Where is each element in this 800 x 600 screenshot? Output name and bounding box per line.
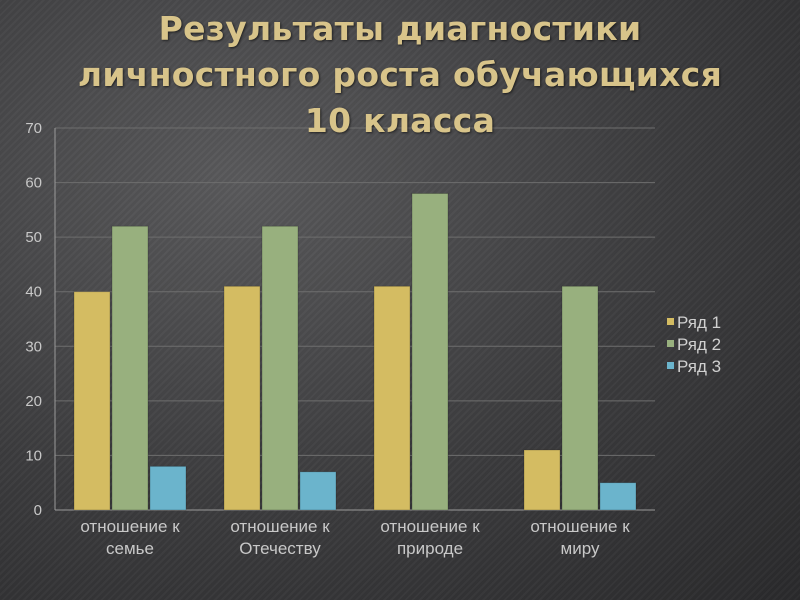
bar-series-3 — [299, 471, 337, 511]
x-category-label: природе — [397, 539, 463, 558]
bar-series-2 — [261, 225, 299, 511]
x-category-label: Отечеству — [239, 539, 321, 558]
x-category-label: отношение к — [380, 517, 480, 536]
y-axis-tick-labels: 0 10 20 30 40 50 60 70 — [25, 120, 42, 519]
bar-series-1 — [223, 285, 261, 511]
x-category-label: отношение к — [230, 517, 330, 536]
bar-series-1 — [73, 291, 111, 511]
x-category-label: отношение к — [530, 517, 630, 536]
y-tick-label: 20 — [25, 393, 42, 410]
slide-title: Результаты диагностики личностного роста… — [0, 6, 800, 144]
bar-series-3 — [599, 482, 637, 511]
bars — [73, 193, 637, 511]
legend-label: Ряд 1 — [677, 313, 721, 332]
x-category-label: миру — [561, 539, 600, 558]
bar-series-1 — [523, 449, 561, 511]
bar-series-2 — [411, 193, 449, 511]
y-tick-label: 10 — [25, 447, 42, 464]
y-tick-label: 70 — [25, 120, 42, 137]
y-tick-label: 0 — [34, 502, 42, 519]
slide-title-line-3: 10 класса — [304, 101, 496, 140]
legend-label: Ряд 2 — [677, 335, 721, 354]
legend-swatch — [667, 340, 674, 347]
y-tick-label: 50 — [25, 229, 42, 246]
bar-series-2 — [111, 225, 149, 511]
y-tick-label: 30 — [25, 338, 42, 355]
bar-series-3 — [149, 465, 187, 511]
bar-series-1 — [373, 285, 411, 511]
slide-title-line-2: личностного роста обучающихся — [77, 55, 723, 94]
legend-swatch — [667, 318, 674, 325]
slide-title-line-1: Результаты диагностики — [158, 9, 642, 48]
bar-series-2 — [561, 285, 599, 511]
legend-label: Ряд 3 — [677, 357, 721, 376]
x-category-label: семье — [106, 539, 154, 558]
x-axis-category-labels: отношение к семье отношение к Отечеству отно… — [80, 517, 630, 558]
legend: Ряд 1 Ряд 2 Ряд 3 — [667, 313, 721, 376]
y-tick-label: 60 — [25, 175, 42, 192]
y-tick-label: 40 — [25, 284, 42, 301]
x-category-label: отношение к — [80, 517, 180, 536]
legend-swatch — [667, 362, 674, 369]
gridlines — [54, 127, 655, 511]
